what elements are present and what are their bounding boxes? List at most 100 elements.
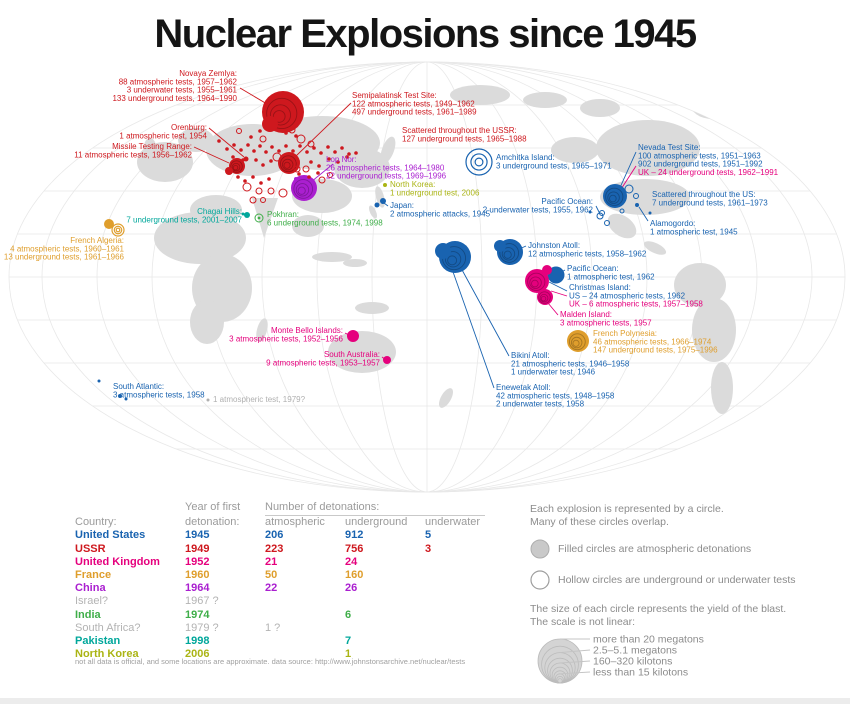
table-row: India 1974 6	[75, 609, 495, 622]
explosion-marker-blob	[525, 269, 549, 293]
explosion-marker-dot	[294, 134, 298, 138]
explosion-marker-blob	[537, 289, 553, 305]
explosion-marker-dot	[383, 356, 391, 364]
cell-year: 1964	[185, 582, 210, 595]
explosion-marker-dot	[232, 143, 236, 147]
cell-underground	[345, 595, 425, 608]
explosion-marker-dot	[225, 167, 233, 175]
explosion-marker-dot	[259, 181, 263, 185]
annotation-south-australia: South Australia: 9 atmospheric tests, 195…	[266, 350, 380, 367]
cell-country: USSR	[75, 542, 106, 555]
annotation-missile-range: Missile Testing Range: 11 atmospheric tes…	[74, 142, 192, 159]
explosion-marker-hollow	[318, 176, 326, 184]
explosion-marker-dot	[327, 157, 331, 161]
cell-underground: 160	[345, 569, 364, 582]
table-row: Pakistan 1998 7	[75, 635, 495, 648]
cell-underwater	[425, 609, 495, 622]
annotation-pacific-north: Pacific Ocean: 2 underwater tests, 1955, …	[483, 197, 594, 214]
cell-atmospheric	[265, 609, 345, 622]
cell-country: North Korea	[75, 648, 139, 661]
cell-underground: 24	[345, 555, 358, 568]
cell-year: 1960	[185, 569, 210, 582]
table-row: France 1960 50 160	[75, 569, 495, 582]
explosion-marker-target	[465, 148, 493, 176]
legend: Each explosion is represented by a circl…	[530, 503, 845, 693]
explosion-marker-dot	[252, 149, 256, 153]
explosion-marker-dot	[97, 379, 101, 383]
cell-underground: 912	[345, 529, 364, 542]
explosion-marker-dot	[231, 155, 235, 159]
cell-country: China	[75, 582, 106, 595]
explosion-marker-hollow	[249, 196, 257, 204]
cell-atmospheric	[265, 635, 345, 648]
explosion-marker-dot	[588, 210, 592, 214]
annotation-french-algeria: French Algeria: 4 atmospheric tests, 1960…	[4, 236, 125, 262]
table-row: United Kingdom 1952 21 24	[75, 556, 495, 569]
annotation-south-atlantic: South Atlantic: 3 atmospheric tests, 1958	[113, 382, 205, 399]
leader-line	[239, 87, 268, 105]
explosion-marker-hollow	[260, 197, 266, 203]
legend-filled-label: Filled circles are atmospheric detonatio…	[558, 542, 752, 555]
cell-country: United States	[75, 529, 146, 542]
cell-year: 1998	[185, 635, 210, 648]
explosion-marker-dot	[298, 144, 302, 148]
explosion-marker-dot	[347, 330, 359, 342]
footnote: not all data is official, and some locat…	[75, 657, 466, 666]
explosion-marker-dot	[225, 147, 229, 151]
explosion-marker-dot	[380, 198, 386, 204]
cell-atmospheric	[265, 595, 345, 608]
annotation-lop-nor: Lop Nor: 26 atmospheric tests, 1964–1980 2…	[326, 155, 447, 181]
explosion-markers	[97, 91, 652, 402]
cell-atmospheric: 206	[265, 529, 284, 542]
explosion-marker-dot	[262, 116, 278, 132]
explosion-marker-dot	[258, 129, 262, 133]
explosion-marker-dot	[340, 146, 344, 150]
cell-atmospheric: 21	[265, 555, 278, 568]
explosion-marker-dot	[374, 202, 380, 208]
table-header-row-1: Year of first Number of detonations:	[75, 501, 495, 517]
table-header-row-2: Country: detonation: atmospheric undergr…	[75, 516, 495, 529]
explosion-marker-dot	[542, 265, 552, 275]
explosion-marker-dot	[206, 398, 210, 402]
annotation-french-polynesia: French Polynesia: 46 atmospheric tests, 1…	[593, 329, 718, 355]
world-map: Novaya Zemlya: 88 atmospheric tests, 1957…	[4, 61, 846, 493]
explosion-marker-dot	[270, 145, 274, 149]
explosion-marker-dot	[307, 175, 311, 179]
cell-country: France	[75, 569, 112, 582]
table-body: United States 1945 206 912 5 USSR 1949 223 756 3 U…	[75, 529, 495, 661]
explosion-marker-dot	[241, 158, 245, 162]
explosion-marker-dot	[243, 179, 247, 183]
cell-year: 1952	[185, 555, 210, 568]
explosion-marker-dot	[267, 177, 271, 181]
explosion-marker-blob	[603, 184, 627, 208]
explosion-marker-dot	[284, 144, 288, 148]
explosion-marker-dot	[258, 144, 262, 148]
table-row: Israel? 1967 ?	[75, 595, 495, 608]
explosion-marker-dot	[124, 397, 128, 401]
annotation-novaya-zemlya: Novaya Zemlya: 88 atmospheric tests, 1957…	[112, 69, 237, 103]
explosion-marker-hollow	[604, 220, 610, 226]
leader-line	[638, 206, 649, 222]
explosion-marker-dot	[326, 145, 330, 149]
explosion-marker-hollow	[633, 193, 639, 199]
legend-hollow-label: Hollow circles are underground or underw…	[558, 573, 796, 586]
cell-underground: 6	[345, 608, 352, 621]
leader-line	[550, 290, 568, 297]
explosion-marker-hollow	[288, 126, 296, 134]
explosion-marker-dot	[269, 159, 273, 163]
cell-underwater	[425, 595, 495, 608]
continents	[137, 85, 736, 414]
header-year-of-first: Year of first	[185, 501, 241, 513]
cell-country: India	[75, 608, 101, 621]
annotation-north-korea: North Korea: 1 underground test, 2006	[390, 180, 480, 197]
explosion-marker-dot	[236, 175, 240, 179]
explosion-marker-dot	[635, 203, 639, 207]
stats-table: Year of first Number of detonations: Cou…	[75, 501, 495, 661]
explosion-marker-dot	[316, 171, 320, 175]
explosion-marker-hollow	[307, 140, 315, 148]
explosion-marker-hollow	[272, 152, 282, 162]
cell-year: 1967 ?	[185, 595, 219, 608]
page-title: Nuclear Explosions since 1945	[154, 12, 697, 56]
explosion-marker-dot	[336, 160, 340, 164]
